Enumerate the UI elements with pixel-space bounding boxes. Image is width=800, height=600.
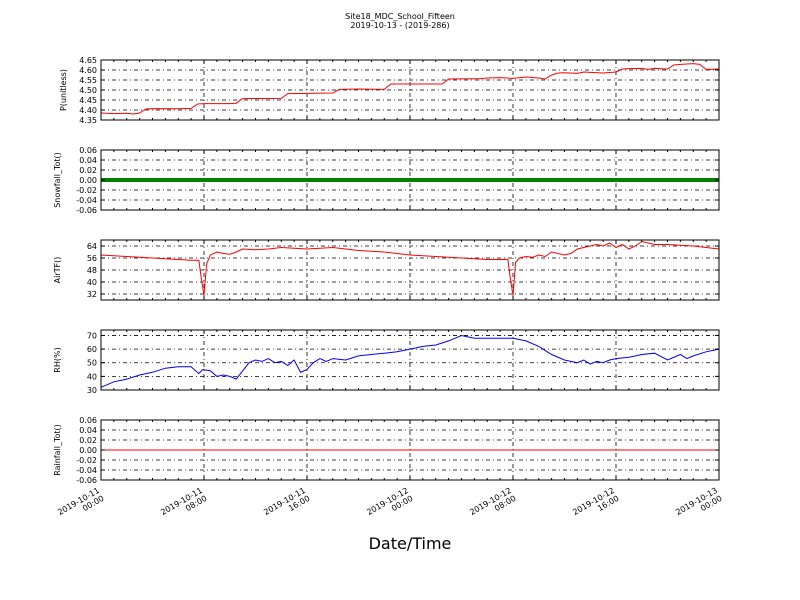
y-tick-label: 4.40 — [79, 106, 97, 115]
series-line — [100, 63, 720, 115]
x-tick-label: 2019-10-1208:00 — [468, 486, 517, 525]
y-tick-label: 0.06 — [79, 146, 97, 155]
x-tick-label: 2019-10-1116:00 — [262, 486, 311, 525]
y-tick-label: 70 — [87, 331, 97, 340]
y-tick-label: 0.00 — [79, 176, 97, 185]
chart-subtitle: 2019-10-13 - (2019-286) — [350, 21, 450, 30]
y-tick-label: 56 — [87, 254, 97, 263]
y-tick-label: 0.04 — [79, 426, 97, 435]
y-tick-label: 0.06 — [79, 416, 97, 425]
y-axis-label: RH(%) — [53, 347, 62, 372]
y-tick-label: -0.06 — [76, 206, 97, 215]
x-tick-label: 2019-10-1300:00 — [674, 486, 723, 525]
y-tick-label: 4.65 — [79, 56, 97, 65]
y-tick-label: -0.06 — [76, 476, 97, 485]
y-axis-label: AirTF() — [53, 257, 62, 284]
x-tick-label: 2019-10-1200:00 — [365, 486, 414, 525]
y-axis-label: Snowfall_Tot() — [53, 152, 62, 208]
y-tick-label: 48 — [87, 266, 97, 275]
y-tick-label: 4.60 — [79, 66, 97, 75]
y-tick-label: 0.04 — [79, 156, 97, 165]
y-tick-label: 40 — [87, 278, 97, 287]
y-tick-label: -0.04 — [76, 196, 97, 205]
x-tick-label: 2019-10-1216:00 — [571, 486, 620, 525]
y-tick-label: 4.50 — [79, 86, 97, 95]
series-line — [100, 334, 720, 388]
y-tick-label: -0.02 — [76, 186, 97, 195]
y-tick-label: 0.02 — [79, 436, 97, 445]
y-tick-label: 4.55 — [79, 76, 97, 85]
x-tick-label: 2019-10-1100:00 — [56, 486, 105, 525]
y-tick-label: 40 — [87, 372, 97, 381]
y-tick-label: 0.02 — [79, 166, 97, 175]
y-tick-label: 4.45 — [79, 96, 97, 105]
y-tick-label: 32 — [87, 290, 97, 299]
y-tick-label: 30 — [87, 386, 97, 395]
y-tick-label: 64 — [87, 242, 97, 251]
x-tick-label: 2019-10-1108:00 — [159, 486, 208, 525]
series-line — [100, 240, 720, 296]
chart-title: Site18_MDC_School_Fifteen — [345, 12, 455, 21]
y-tick-label: 4.35 — [79, 116, 97, 125]
y-axis-label: P(unitless) — [59, 69, 68, 111]
x-axis-label: Date/Time — [368, 534, 452, 553]
y-tick-label: 0.00 — [79, 446, 97, 455]
y-tick-label: 50 — [87, 359, 97, 368]
y-tick-label: -0.02 — [76, 456, 97, 465]
y-axis-label: Rainfall_Tot() — [53, 424, 62, 476]
y-tick-label: 60 — [87, 345, 97, 354]
y-tick-label: -0.04 — [76, 466, 97, 475]
